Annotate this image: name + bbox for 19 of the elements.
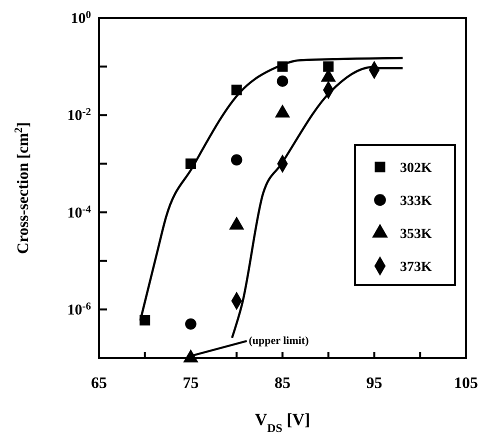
- legend-label: 333K: [400, 194, 432, 209]
- point: [276, 76, 288, 87]
- x-axis-title: V$_{DS}$ [V]: [254, 410, 310, 435]
- point: [230, 154, 242, 166]
- y-tick-label: 10$^{-4}$: [67, 204, 92, 222]
- point: [323, 61, 334, 72]
- annotation: (upper limit): [248, 335, 310, 347]
- y-tick-label: 10$^{-6}$: [67, 300, 91, 318]
- x-tick-label: 65: [91, 375, 107, 392]
- x-tick-label: 95: [366, 375, 382, 392]
- x-tick-label: 105: [454, 375, 478, 392]
- y-tick-label: 10$^{-2}$: [67, 106, 91, 124]
- point: [185, 318, 196, 330]
- legend-label: 302K: [400, 161, 432, 176]
- legend-label: 373K: [400, 260, 432, 275]
- y-tick-label: 10$^{0}$: [70, 10, 91, 27]
- legend-label: 353K: [400, 227, 432, 242]
- x-tick-label: 85: [274, 375, 290, 392]
- x-tick-label: 75: [182, 375, 199, 392]
